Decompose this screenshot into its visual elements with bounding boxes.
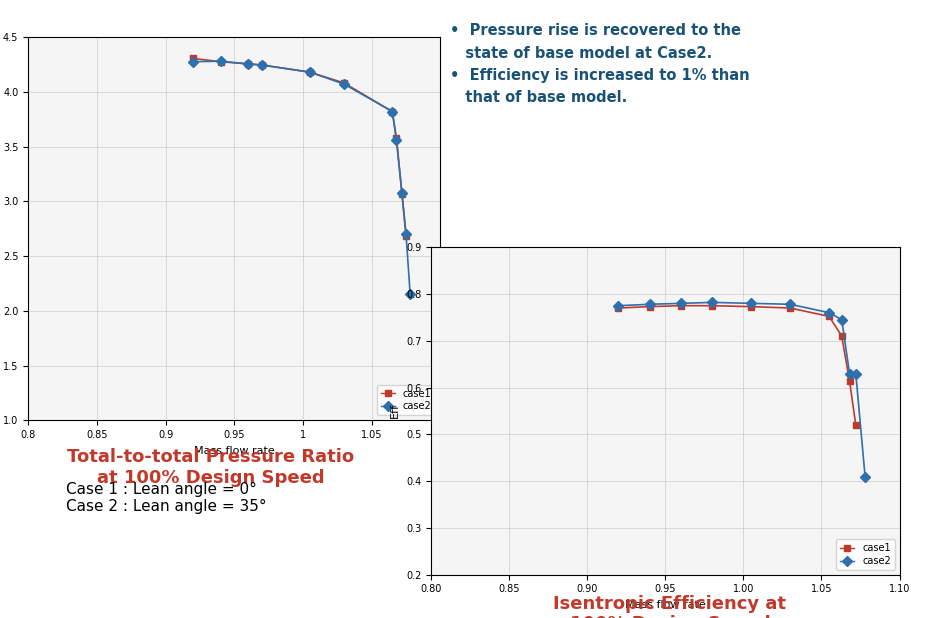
case1 [835,332,846,340]
case1 [675,302,686,310]
case1 [390,134,402,142]
case2 [643,300,654,308]
case2 [835,316,846,323]
case2 [849,370,860,377]
case1 [304,69,315,76]
case1 [214,58,226,66]
case1 [256,61,267,69]
Legend: case1, case2: case1, case2 [835,539,894,570]
case1 [338,79,349,87]
case2 [404,290,416,298]
case1 [387,108,398,115]
case1 [400,232,411,240]
case2 [706,298,717,306]
case2 [858,474,870,481]
case1 [849,421,860,429]
case1 [242,60,254,67]
case2 [745,300,756,307]
X-axis label: Mass flow rate: Mass flow rate [194,446,274,455]
case1 [396,190,407,197]
case2 [675,300,686,307]
case2 [256,61,267,69]
case2 [187,58,198,66]
case1 [783,304,795,311]
case2 [783,300,795,308]
Text: •  Pressure rise is recovered to the
   state of base model at Case2.
•  Efficie: • Pressure rise is recovered to the stat… [449,23,749,105]
Y-axis label: Eff: Eff [390,404,400,418]
case1 [745,303,756,310]
case2 [823,309,834,316]
case2 [612,302,623,310]
Text: Total-to-total Pressure Ratio
at 100% Design Speed: Total-to-total Pressure Ratio at 100% De… [67,448,354,487]
case1 [187,55,198,62]
Text: Isentropic Efficiency at
100% Design Speed: Isentropic Efficiency at 100% Design Spe… [553,595,785,618]
Legend: case1, case2: case1, case2 [376,384,435,415]
case1 [643,303,654,310]
X-axis label: Mass flow rate: Mass flow rate [624,600,705,610]
case2 [396,189,407,197]
case2 [390,137,402,144]
case1 [612,304,623,311]
case2 [304,69,315,76]
case2 [387,108,398,115]
case1 [706,302,717,310]
case2 [400,231,411,238]
Line: case2: case2 [614,299,868,481]
Line: case1: case1 [189,55,409,240]
Text: Case 1 : Lean angle = 0°
Case 2 : Lean angle = 35°: Case 1 : Lean angle = 0° Case 2 : Lean a… [66,482,266,514]
case1 [823,313,834,320]
case2 [338,80,349,88]
Line: case1: case1 [614,302,858,428]
case2 [843,370,855,377]
case1 [843,378,855,385]
Line: case2: case2 [189,57,413,298]
case2 [214,57,226,65]
case2 [242,60,254,67]
